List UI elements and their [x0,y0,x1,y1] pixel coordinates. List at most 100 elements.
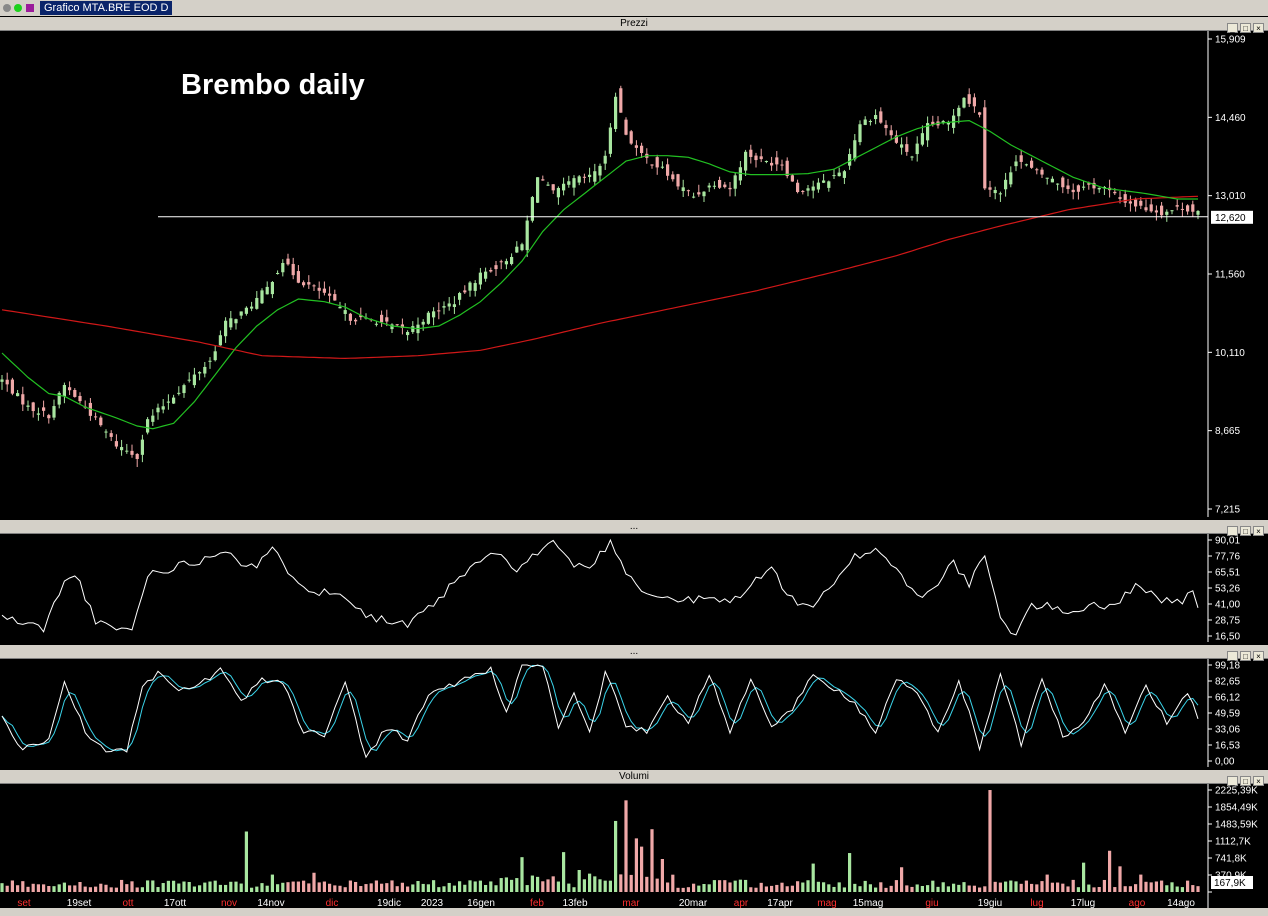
volume-bar [884,887,888,892]
candle-body [1035,169,1039,171]
candle-body [634,145,638,148]
candle-body [426,312,430,324]
close-button[interactable]: × [1253,23,1264,33]
volume-bar [983,886,987,892]
date-label: set [17,898,31,908]
candle-body [1050,178,1054,183]
candle-body [260,290,264,304]
price-axis-tick-label: 11,560 [1215,270,1245,281]
minimize-button[interactable]: _ [1227,776,1238,786]
volume-bar [374,880,378,892]
candle-body [801,191,805,193]
candle-body [811,186,815,191]
candle-body [447,303,451,307]
candle-body [619,88,623,113]
candle-body [764,160,768,162]
status-bar [0,908,1268,916]
candle-body [874,115,878,120]
candle-body [884,124,888,129]
osc1-axis-tick-label: 77,76 [1215,552,1240,563]
volume-bar [369,883,373,892]
date-label: 17apr [767,898,793,908]
volume-bar [666,882,670,892]
candle-body [676,174,680,187]
volume-bar [562,852,566,892]
candle-body [281,262,285,273]
candle-body [36,413,40,415]
minimize-button[interactable]: _ [1227,526,1238,536]
close-button[interactable]: × [1253,526,1264,536]
volume-bar [177,883,181,892]
maximize-button[interactable]: □ [1240,651,1251,661]
candle-body [926,123,930,141]
volume-bar [894,880,898,892]
volume-bar [988,790,992,892]
volume-bar [905,885,909,892]
date-label: lug [1030,898,1043,908]
date-label: 16gen [467,898,495,908]
volume-bar [598,879,602,892]
candle-body [718,179,722,188]
volume-bar [837,882,841,892]
candle-body [770,162,774,166]
candle-body [406,332,410,336]
candle-body [359,315,363,318]
menu-icon[interactable] [3,4,11,12]
candle-body [946,122,950,125]
maximize-button[interactable]: □ [1240,23,1251,33]
candle-body [978,112,982,115]
volume-bar [681,887,685,892]
window-titlebar: Grafico MTA.BRE EOD D [0,0,1268,16]
candle-body [166,401,170,403]
volume-bar [858,886,862,892]
candle-body [421,321,425,325]
volume-bar [260,883,264,892]
oscillator-1-chart[interactable]: 90,01 77,76 65,51 53,26 41,00 28,75 16,50 [0,534,1268,642]
candle-body [608,127,612,154]
maximize-button[interactable]: □ [1240,526,1251,536]
volume-bar [998,882,1002,892]
volume-bar [619,874,623,892]
candle-body [1144,207,1148,211]
minimize-button[interactable]: _ [1227,651,1238,661]
minimize-button[interactable]: _ [1227,23,1238,33]
volume-bar [208,881,212,892]
candle-body [894,135,898,143]
volume-bar [1118,866,1122,892]
candle-body [5,379,9,385]
volume-bar [333,885,337,892]
volume-bar [26,886,30,892]
candle-body [728,187,732,190]
price-chart[interactable]: 15,909 14,460 13,010 11,560 10,110 8,665 7,215… [0,31,1268,517]
volume-bar [1113,887,1117,892]
osc2-axis-tick-label: 66,12 [1215,693,1240,704]
candle-body [551,184,555,191]
candle-body [915,143,919,155]
candle-body [1040,169,1044,175]
volume-bar [250,887,254,892]
volume-chart[interactable]: 2225,39K1854,49K1483,59K1112,7K741,8K370… [0,784,1268,908]
candle-body [494,265,498,270]
volume-bar [608,880,612,892]
volume-bar [146,880,150,892]
price-axis: 15,909 14,460 13,010 11,560 10,110 8,665 7,215 [1208,35,1246,516]
candle-body [338,306,342,309]
candle-body [1118,197,1122,199]
close-button[interactable]: × [1253,651,1264,661]
oscillator-2-chart[interactable]: 99,18 82,65 66,12 49,59 33,06 16,53 0,00 [0,659,1268,767]
volume-bar [723,880,727,892]
maximize-button[interactable]: □ [1240,776,1251,786]
candle-body [848,154,852,166]
osc2-main-line [1,664,1199,759]
volume-bar [499,878,503,892]
volume-bar [286,882,290,892]
candle-body [286,258,290,265]
volume-bar [224,884,228,892]
candle-body [26,405,30,407]
play-icon[interactable] [26,4,34,12]
volume-bar [182,881,186,892]
close-button[interactable]: × [1253,776,1264,786]
candle-body [749,149,753,157]
candle-body [343,310,347,314]
osc1-axis-tick-label: 16,50 [1215,632,1240,643]
